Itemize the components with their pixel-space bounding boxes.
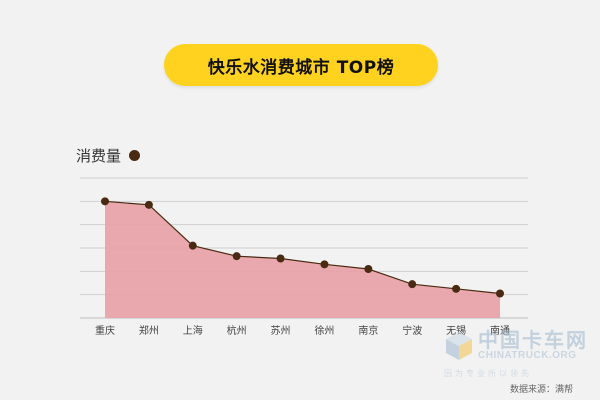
series-area [105, 201, 500, 318]
title-pill: 快乐水消费城市 TOP榜 [164, 44, 438, 86]
data-point [276, 254, 285, 263]
data-point [320, 260, 329, 269]
watermark-sub: 因为专业所以领先 [444, 369, 532, 378]
data-point [188, 241, 197, 250]
data-point [452, 284, 461, 293]
series-line [104, 200, 501, 295]
x-tick-label: 宁波 [402, 324, 422, 337]
data-point [232, 252, 241, 261]
legend-dot [129, 150, 141, 161]
source-note: 数据来源：满帮 [510, 385, 574, 395]
x-tick-label: 郑州 [139, 324, 159, 337]
data-point [408, 280, 417, 289]
data-point [101, 197, 109, 206]
cube-logo-icon [446, 332, 472, 360]
page-title: 快乐水消费城市 TOP榜 [207, 57, 395, 78]
x-tick-label: 南通 [490, 324, 510, 337]
x-tick-label: 上海 [183, 324, 203, 337]
data-point [496, 289, 504, 298]
data-point [144, 200, 153, 209]
data-point [364, 265, 373, 273]
legend-label: 消费量 [76, 147, 122, 165]
x-tick-label: 南京 [358, 324, 378, 337]
watermark-cn: 中国卡车网 [478, 328, 588, 352]
legend: 消费量 [76, 145, 141, 166]
x-tick-label: 重庆 [95, 324, 115, 337]
x-tick-label: 杭州 [227, 324, 247, 337]
watermark-en: CHINATRUCK.ORG [478, 350, 577, 361]
x-tick-label: 徐州 [314, 324, 334, 337]
watermark: 中国卡车网 CHINATRUCK.ORG 因为专业所以领先 [442, 322, 592, 378]
x-tick-label: 苏州 [271, 324, 291, 337]
